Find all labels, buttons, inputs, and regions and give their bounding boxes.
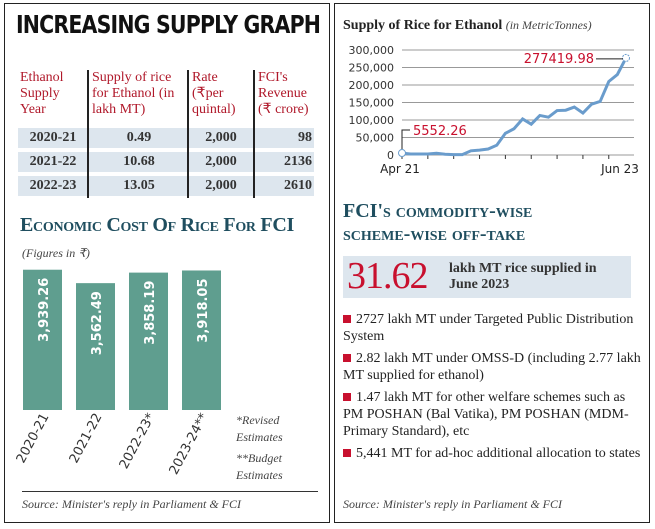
bullet-item: 5,441 MT for ad-hoc additional allocatio… [343, 445, 643, 462]
line-chart-title: Supply of Rice for Ethanol (in MetricTon… [343, 18, 592, 34]
bar [23, 269, 62, 410]
y-tick-label: 100,000 [349, 114, 395, 127]
x-start-label: Apr 21 [380, 162, 420, 176]
bar-value-label: 3,939.26 [37, 278, 52, 342]
series-line [401, 57, 628, 157]
table-cell: 2,000 [205, 154, 237, 169]
table-row [18, 128, 314, 148]
bullet-list: 2727 lakh MT under Targeted Public Distr… [343, 311, 643, 467]
table-header: Ethanol Supply Year [20, 70, 64, 117]
source: Source: Minister's reply in Parliament &… [343, 497, 562, 511]
bar [76, 283, 115, 410]
bullet-square-icon [343, 354, 351, 362]
y-tick-label: 0 [387, 149, 394, 162]
main-title: INCREASING SUPPLY GRAPH [16, 10, 321, 39]
offtake-title-line2: scheme-wise off-take [343, 223, 526, 245]
annotation-leader [401, 129, 410, 150]
right-panel [334, 3, 650, 523]
bullet-item: 1.47 lakh MT for other welfare schemes s… [343, 389, 643, 440]
highlight-number: 31.62 [347, 255, 428, 297]
y-tick-label: 50,000 [356, 132, 395, 145]
table-cell: 10.68 [123, 154, 155, 169]
x-tick-label: 2020-21 [14, 411, 53, 466]
source: Source: Minister's reply in Parliament &… [22, 497, 241, 511]
annotation-label: 277419.98 [524, 52, 594, 67]
bullet-text: 5,441 MT for ad-hoc additional allocatio… [356, 446, 641, 461]
table-cell: 2,000 [205, 130, 237, 145]
bar-value-label: 3,562.49 [90, 291, 105, 355]
bar [129, 272, 168, 410]
bullet-square-icon [343, 315, 351, 323]
bullet-item: 2.82 lakh MT under OMSS-D (including 2.7… [343, 350, 643, 384]
bar-value-label: 3,858.19 [143, 281, 158, 345]
table-cell: 13.05 [123, 178, 155, 193]
y-tick-label: 200,000 [349, 79, 395, 92]
bullet-text: 2.82 lakh MT under OMSS-D (including 2.7… [343, 351, 641, 383]
bar-chart: 3,939.26 2020-21 3,562.49 2021-22 3,858.19 20… [14, 269, 221, 477]
y-tick-label: 300,000 [349, 44, 395, 57]
bullet-text: 1.47 lakh MT for other welfare schemes s… [343, 390, 629, 439]
table-row [18, 176, 314, 196]
data-point [622, 53, 630, 62]
table-cell: 2610 [284, 178, 312, 193]
table-cell: 98 [298, 130, 312, 145]
bar-value-label: 3,918.05 [196, 278, 211, 342]
bullet-square-icon [343, 393, 351, 401]
bullet-text: 2727 lakh MT under Targeted Public Distr… [343, 312, 634, 344]
bullet-square-icon [343, 449, 351, 457]
table-cell: 2022-23 [29, 178, 77, 193]
highlight-text: lakh MT rice supplied in June 2023 [449, 261, 597, 292]
data-point [398, 149, 406, 158]
table-cell: 2136 [284, 154, 312, 169]
table-header: FCI's Revenue (₹ crore) [258, 70, 309, 117]
table-cell: 2021-22 [29, 154, 77, 169]
table-cell: 2,000 [205, 178, 237, 193]
bar-chart-subtitle: (Figures in ₹) [22, 246, 90, 260]
y-tick-label: 150,000 [349, 97, 395, 110]
x-tick-label: 2023-24** [167, 410, 212, 477]
table-cell: 2020-21 [29, 130, 77, 145]
table-header: Supply of rice for Ethanol (in lakh MT) [92, 70, 175, 117]
revised-note: *Revised Estimates [236, 413, 283, 444]
offtake-title: FCI's commodity-wise scheme-wise off-take [343, 200, 532, 246]
line-chart: 300,000 250,000 200,000 150,000 100,000 50,00… [349, 44, 639, 176]
line-chart-subtitle: (in MetricTonnes) [505, 18, 592, 32]
bar-chart-title: Economic Cost Of Rice For FCI [20, 214, 294, 236]
highlight-box: 31.62 lakh MT rice supplied in June 2023 [343, 255, 631, 298]
line-chart-title-text: Supply of Rice for Ethanol [343, 18, 503, 33]
offtake-title-line1: FCI's commodity-wise [343, 200, 533, 222]
divider [22, 491, 318, 492]
table-row [18, 152, 314, 172]
annotation-label: 5552.26 [413, 124, 467, 139]
x-tick-label: 2021-22 [67, 411, 106, 466]
x-tick-label: 2022-23* [117, 410, 159, 471]
bar [182, 270, 221, 410]
table-cell: 0.49 [126, 130, 152, 145]
budget-note: **Budget Estimates [236, 451, 283, 482]
table-header: Rate (₹per quintal) [192, 70, 236, 117]
bullet-item: 2727 lakh MT under Targeted Public Distr… [343, 311, 643, 345]
x-end-label: Jun 23 [600, 162, 639, 176]
left-panel [4, 3, 330, 523]
y-tick-label: 250,000 [349, 62, 395, 75]
